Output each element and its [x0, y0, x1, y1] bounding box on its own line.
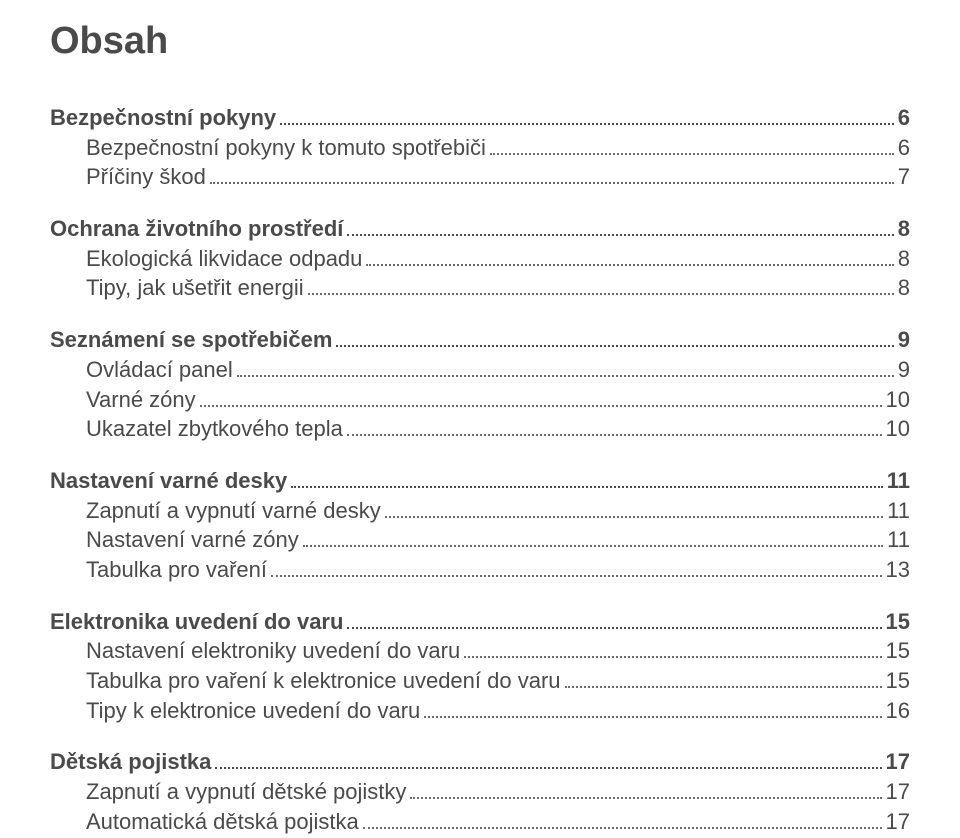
- toc-item: Příčiny škod 7: [50, 162, 910, 192]
- toc-item: Ukazatel zbytkového tepla 10: [50, 414, 910, 444]
- section-gap: [50, 725, 910, 747]
- toc-leader: [363, 818, 882, 829]
- toc-page-number: 8: [898, 214, 910, 244]
- toc-page-number: 9: [898, 325, 910, 355]
- toc-leader: [200, 396, 882, 407]
- toc-label: Bezpečnostní pokyny k tomuto spotřebiči: [50, 133, 486, 163]
- toc-leader: [303, 536, 883, 547]
- toc-leader: [271, 566, 882, 577]
- toc-page-number: 13: [886, 555, 910, 585]
- toc-body: Bezpečnostní pokyny 6 Bezpečnostní pokyn…: [50, 103, 910, 836]
- toc-item: Tabulka pro vaření k elektronice uvedení…: [50, 666, 910, 696]
- toc-page-number: 16: [886, 696, 910, 726]
- section-gap: [50, 303, 910, 325]
- toc-item: Nastavení varné zóny 11: [50, 525, 910, 555]
- toc-label: Dětská pojistka: [50, 747, 211, 777]
- toc-label: Ukazatel zbytkového tepla: [50, 414, 343, 444]
- toc-page-number: 17: [886, 747, 910, 777]
- toc-label: Ovládací panel: [50, 355, 233, 385]
- toc-leader: [490, 144, 894, 155]
- toc-leader: [565, 677, 882, 688]
- toc-heading: Dětská pojistka 17: [50, 747, 910, 777]
- toc-item: Bezpečnostní pokyny k tomuto spotřebiči …: [50, 133, 910, 163]
- toc-heading: Nastavení varné desky 11: [50, 466, 910, 496]
- toc-label: Elektronika uvedení do varu: [50, 607, 343, 637]
- toc-leader: [385, 507, 883, 518]
- toc-label: Zapnutí a vypnutí varné desky: [50, 496, 381, 526]
- toc-leader: [464, 648, 881, 659]
- section-gap: [50, 192, 910, 214]
- toc-page-number: 17: [886, 777, 910, 807]
- toc-label: Nastavení varné zóny: [50, 525, 299, 555]
- toc-leader: [424, 707, 881, 718]
- toc-item: Zapnutí a vypnutí dětské pojistky 17: [50, 777, 910, 807]
- toc-item: Tipy k elektronice uvedení do varu 16: [50, 696, 910, 726]
- toc-item: Varné zóny 10: [50, 385, 910, 415]
- toc-label: Tabulka pro vaření k elektronice uvedení…: [50, 666, 561, 696]
- toc-label: Seznámení se spotřebičem: [50, 325, 332, 355]
- toc-label: Ochrana životního prostředí: [50, 214, 343, 244]
- toc-leader: [237, 366, 894, 377]
- toc-leader: [347, 618, 881, 629]
- toc-label: Tabulka pro vaření: [50, 555, 267, 585]
- toc-heading: Ochrana životního prostředí 8: [50, 214, 910, 244]
- toc-page-number: 11: [887, 496, 910, 526]
- section-gap: [50, 444, 910, 466]
- toc-item: Ekologická likvidace odpadu 8: [50, 244, 910, 274]
- toc-page-number: 10: [886, 385, 910, 415]
- toc-page-number: 6: [898, 103, 910, 133]
- toc-page-number: 8: [898, 273, 910, 303]
- toc-page-number: 15: [886, 607, 910, 637]
- toc-page-number: 15: [886, 636, 910, 666]
- toc-heading: Elektronika uvedení do varu 15: [50, 607, 910, 637]
- toc-item: Zapnutí a vypnutí varné desky 11: [50, 496, 910, 526]
- page-title: Obsah: [50, 20, 910, 63]
- toc-label: Bezpečnostní pokyny: [50, 103, 276, 133]
- toc-page-number: 15: [886, 666, 910, 696]
- toc-item: Tipy, jak ušetřit energii 8: [50, 273, 910, 303]
- toc-heading: Seznámení se spotřebičem 9: [50, 325, 910, 355]
- toc-leader: [410, 788, 881, 799]
- toc-page-number: 7: [898, 162, 910, 192]
- toc-item: Tabulka pro vaření 13: [50, 555, 910, 585]
- toc-heading: Bezpečnostní pokyny 6: [50, 103, 910, 133]
- toc-leader: [210, 174, 894, 185]
- toc-label: Nastavení elektroniky uvedení do varu: [50, 636, 460, 666]
- toc-page-number: 6: [898, 133, 910, 163]
- toc-leader: [291, 477, 882, 488]
- toc-label: Tipy k elektronice uvedení do varu: [50, 696, 420, 726]
- toc-label: Ekologická likvidace odpadu: [50, 244, 362, 274]
- toc-label: Varné zóny: [50, 385, 196, 415]
- toc-item: Ovládací panel 9: [50, 355, 910, 385]
- toc-label: Automatická dětská pojistka: [50, 807, 359, 837]
- toc-page-number: 10: [886, 414, 910, 444]
- toc-leader: [347, 425, 882, 436]
- toc-label: Zapnutí a vypnutí dětské pojistky: [50, 777, 406, 807]
- toc-page-number: 8: [898, 244, 910, 274]
- toc-leader: [366, 255, 893, 266]
- toc-item: Automatická dětská pojistka 17: [50, 807, 910, 837]
- toc-page-number: 17: [886, 807, 910, 837]
- toc-label: Nastavení varné desky: [50, 466, 287, 496]
- toc-leader: [308, 285, 894, 296]
- toc-leader: [336, 336, 893, 347]
- toc-label: Příčiny škod: [50, 162, 206, 192]
- toc-leader: [280, 114, 894, 125]
- toc-page-number: 11: [887, 525, 910, 555]
- toc-label: Tipy, jak ušetřit energii: [50, 273, 304, 303]
- toc-page: Obsah Bezpečnostní pokyny 6 Bezpečnostní…: [0, 0, 960, 838]
- toc-leader: [215, 759, 881, 770]
- toc-item: Nastavení elektroniky uvedení do varu 15: [50, 636, 910, 666]
- toc-leader: [347, 225, 893, 236]
- toc-page-number: 11: [887, 466, 910, 496]
- section-gap: [50, 585, 910, 607]
- toc-page-number: 9: [898, 355, 910, 385]
